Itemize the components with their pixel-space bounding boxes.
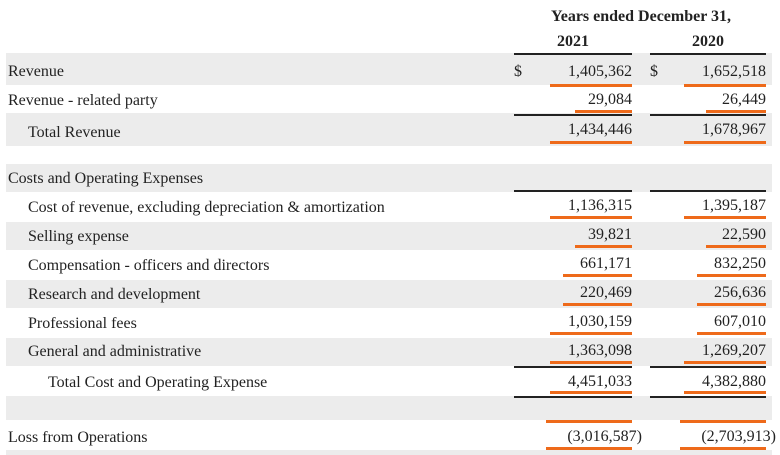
row-band xyxy=(6,53,772,85)
row-label-compensation: Compensation - officers and directors xyxy=(28,257,270,274)
highlight-underline xyxy=(550,141,632,144)
highlight-underline xyxy=(546,447,632,450)
revenue-2020: 1,652,518 xyxy=(702,63,766,80)
highlight-underline xyxy=(575,110,632,113)
total-cost-2020: 4,382,880 xyxy=(702,373,766,390)
highlight-underline xyxy=(563,303,632,306)
currency-symbol-2021: $ xyxy=(514,63,522,80)
highlight-underline xyxy=(563,274,632,277)
highlight-underline xyxy=(697,274,766,277)
cost-of-revenue-2020: 1,395,187 xyxy=(702,197,766,214)
highlight-underline xyxy=(706,110,766,113)
research-development-2021: 220,469 xyxy=(580,284,632,301)
period-title: Years ended December 31, xyxy=(550,8,732,25)
highlight-underline xyxy=(680,447,766,450)
header-rule-2021 xyxy=(514,53,632,55)
total-rule-2021 xyxy=(514,396,632,398)
section-heading-costs: Costs and Operating Expenses xyxy=(8,170,204,187)
subtotal-rule-2020 xyxy=(650,366,766,368)
section-rule-2020 xyxy=(650,190,766,192)
compensation-2020: 832,250 xyxy=(714,255,766,272)
total-cost-2021: 4,451,033 xyxy=(568,373,632,390)
highlight-underline xyxy=(550,84,632,87)
row-label-loss-from-operations: Loss from Operations xyxy=(8,429,148,446)
row-label-general-administrative: General and administrative xyxy=(28,343,202,360)
highlight-underline xyxy=(697,303,766,306)
row-label-revenue: Revenue xyxy=(8,63,64,80)
highlight-underline xyxy=(684,141,766,144)
row-label-selling-expense: Selling expense xyxy=(28,228,129,245)
revenue-related-party-2021: 29,084 xyxy=(588,91,632,108)
highlight-underline xyxy=(684,84,766,87)
row-label-total-cost: Total Cost and Operating Expense xyxy=(48,374,268,391)
row-label-total-revenue: Total Revenue xyxy=(28,124,121,141)
revenue-2021: 1,405,362 xyxy=(568,63,632,80)
professional-fees-2021: 1,030,159 xyxy=(568,313,632,330)
compensation-2021: 661,171 xyxy=(580,255,632,272)
professional-fees-2020: 607,010 xyxy=(714,313,766,330)
highlight-underline xyxy=(550,361,632,364)
year-2020-header: 2020 xyxy=(692,33,724,50)
loss-from-operations-2020: (2,703,913) xyxy=(701,428,776,445)
header-rule-2020 xyxy=(650,53,766,55)
cost-of-revenue-2021: 1,136,315 xyxy=(568,197,632,214)
research-development-2020: 256,636 xyxy=(714,284,766,301)
subtotal-rule-2020 xyxy=(650,114,766,116)
highlight-underline xyxy=(550,332,632,335)
selling-expense-2021: 39,821 xyxy=(588,226,632,243)
highlight-underline xyxy=(706,245,766,248)
currency-symbol-2020: $ xyxy=(650,63,658,80)
total-rule-2020 xyxy=(650,396,766,398)
revenue-related-party-2020: 26,449 xyxy=(722,91,766,108)
row-band xyxy=(6,338,772,366)
loss-from-operations-2021: (3,016,587) xyxy=(567,428,642,445)
highlight-underline xyxy=(684,361,766,364)
section-rule-2021 xyxy=(514,190,632,192)
highlight-underline xyxy=(684,216,766,219)
row-band xyxy=(6,222,772,250)
selling-expense-2020: 22,590 xyxy=(722,226,766,243)
row-label-professional-fees: Professional fees xyxy=(28,315,137,332)
row-label-cost-of-revenue: Cost of revenue, excluding depreciation … xyxy=(28,199,385,216)
subtotal-rule-2021 xyxy=(514,114,632,116)
highlight-underline xyxy=(550,216,632,219)
total-revenue-2021: 1,434,446 xyxy=(568,121,632,138)
highlight-underline xyxy=(697,332,766,335)
highlight-underline xyxy=(680,420,766,423)
row-band xyxy=(6,450,772,455)
highlight-underline xyxy=(575,245,632,248)
row-label-revenue-related-party: Revenue - related party xyxy=(8,92,158,109)
total-revenue-2020: 1,678,967 xyxy=(702,121,766,138)
general-administrative-2020: 1,269,207 xyxy=(702,342,766,359)
general-administrative-2021: 1,363,098 xyxy=(568,342,632,359)
row-band xyxy=(6,113,772,146)
highlight-underline xyxy=(546,420,632,423)
highlight-underline xyxy=(550,391,632,394)
row-band xyxy=(6,396,772,420)
subtotal-rule-2021 xyxy=(514,366,632,368)
row-band xyxy=(6,164,772,192)
row-band xyxy=(6,280,772,308)
year-2021-header: 2021 xyxy=(557,33,589,50)
highlight-underline xyxy=(684,391,766,394)
row-label-research-development: Research and development xyxy=(28,286,201,303)
